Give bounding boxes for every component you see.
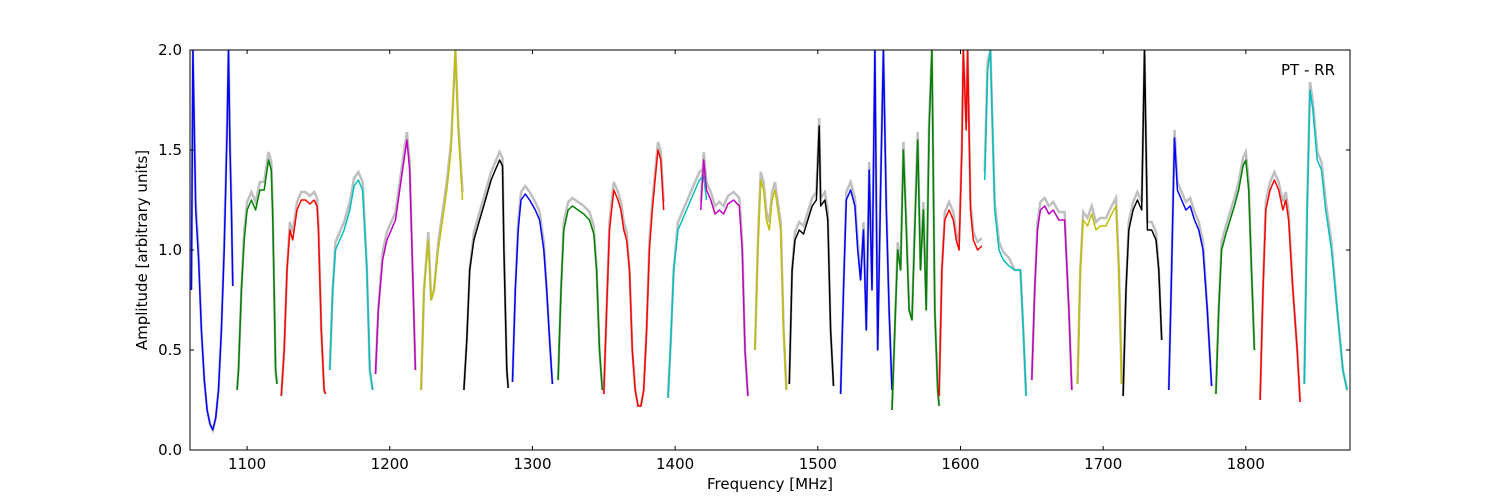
series-line-1 (236, 159, 278, 391)
series-line-6 (463, 159, 509, 391)
series-line-17 (983, 50, 1027, 397)
series-line-13 (788, 125, 835, 387)
series-line-12 (754, 179, 788, 391)
x-tick-label: 1800 (1227, 455, 1265, 473)
background-trace-2 (280, 189, 327, 397)
y-tick-label: 0.5 (158, 341, 182, 359)
series-line-11 (700, 159, 749, 397)
series-line-20 (1122, 50, 1163, 397)
x-axis-label: Frequency [MHz] (707, 475, 833, 493)
x-tick-label: 1600 (941, 455, 979, 473)
series-line-4 (374, 139, 417, 375)
series-line-8 (557, 205, 604, 391)
series-line-9 (603, 149, 665, 407)
series-line-18 (1031, 205, 1073, 391)
x-tick-label: 1700 (1084, 455, 1122, 473)
series-layer (190, 50, 1349, 434)
background-trace-17 (983, 50, 1028, 397)
y-tick-label: 2.0 (158, 41, 182, 59)
series-line-2 (280, 199, 327, 397)
x-tick-label: 1400 (656, 455, 694, 473)
y-tick-label: 1.5 (158, 141, 182, 159)
series-line-15 (891, 50, 940, 411)
background-trace-20 (1121, 50, 1163, 397)
x-tick-label: 1300 (513, 455, 551, 473)
y-tick-label: 0.0 (158, 441, 182, 459)
series-line-19 (1076, 205, 1123, 385)
background-trace-6 (462, 148, 510, 391)
series-line-16 (938, 50, 983, 397)
series-line-24 (1303, 89, 1348, 391)
x-tick-label: 1500 (799, 455, 837, 473)
y-tick-label: 1.0 (158, 241, 182, 259)
plot-frame (189, 49, 1351, 451)
series-line-5 (420, 50, 464, 391)
chart-annotation: PT - RR (1281, 61, 1335, 79)
background-trace-11 (699, 151, 750, 397)
series-line-21 (1168, 137, 1213, 391)
series-line-23 (1259, 179, 1301, 403)
series-line-14 (839, 50, 893, 395)
series-line-10 (667, 175, 708, 399)
series-line-7 (511, 193, 554, 385)
background-trace-21 (1167, 129, 1213, 391)
axis-ticks: 1100 1200 1300 1400 1500 1600 1700 1800 0.0 0.5 1.… (158, 41, 1350, 473)
series-line-22 (1215, 159, 1256, 395)
x-tick-label: 1200 (371, 455, 409, 473)
background-trace-13 (788, 117, 835, 387)
x-tick-label: 1100 (228, 455, 266, 473)
series-line-3 (329, 179, 374, 391)
y-axis-label: Amplitude [arbitrary units] (133, 150, 151, 350)
series-line-0 (190, 50, 234, 431)
